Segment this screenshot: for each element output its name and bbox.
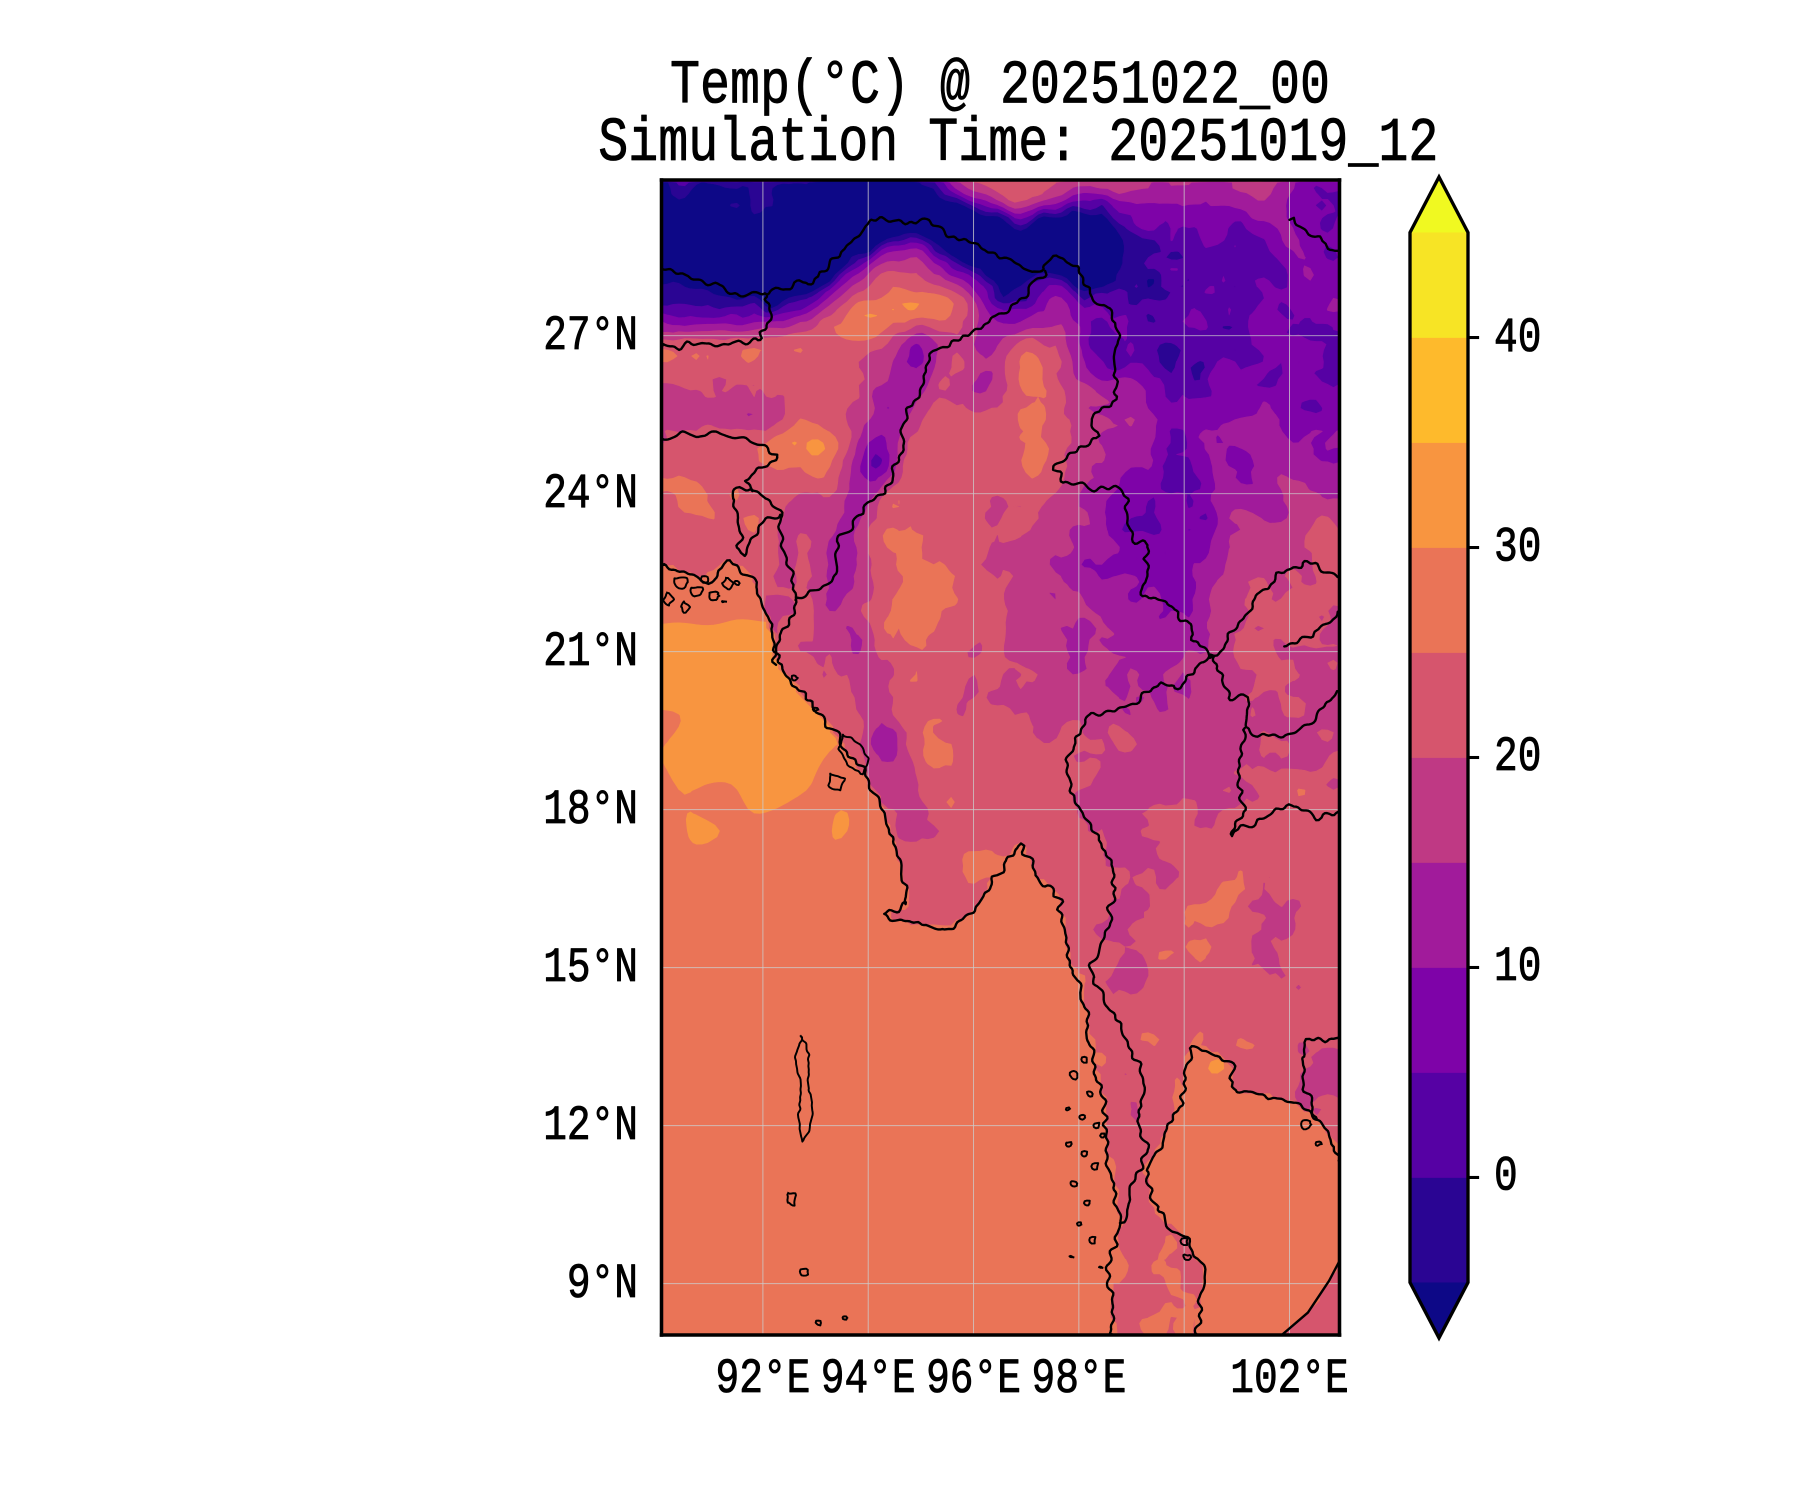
svg-text:21°N: 21°N	[543, 625, 638, 680]
svg-text:12°N: 12°N	[543, 1099, 638, 1154]
svg-text:15°N: 15°N	[543, 941, 638, 996]
svg-text:10: 10	[1494, 940, 1541, 995]
svg-text:102°E: 102°E	[1230, 1352, 1349, 1407]
svg-text:27°N: 27°N	[543, 309, 638, 364]
svg-text:0: 0	[1494, 1150, 1518, 1205]
svg-text:20: 20	[1494, 731, 1541, 786]
svg-text:Temp(°C) @ 20251022_00: Temp(°C) @ 20251022_00	[670, 51, 1330, 121]
svg-text:24°N: 24°N	[543, 467, 638, 522]
svg-text:Simulation Time: 20251019_12: Simulation Time: 20251019_12	[598, 108, 1438, 178]
svg-text:98°E: 98°E	[1032, 1352, 1127, 1407]
svg-text:94°E: 94°E	[821, 1352, 916, 1407]
svg-text:92°E: 92°E	[716, 1352, 811, 1407]
svg-text:40: 40	[1494, 311, 1541, 366]
svg-text:96°E: 96°E	[926, 1352, 1021, 1407]
svg-text:9°N: 9°N	[567, 1257, 638, 1312]
svg-text:30: 30	[1494, 521, 1541, 576]
svg-text:18°N: 18°N	[543, 783, 638, 838]
